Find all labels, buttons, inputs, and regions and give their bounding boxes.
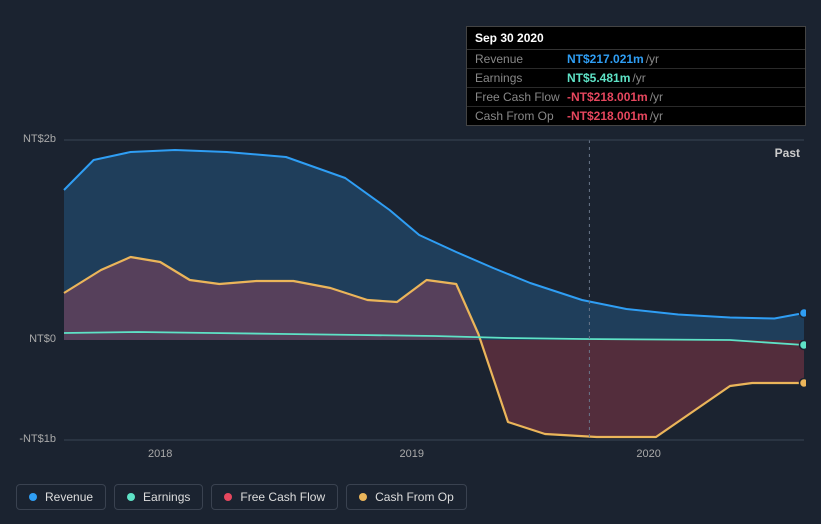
tooltip-row-unit: /yr xyxy=(650,90,663,104)
legend-dot-icon xyxy=(359,493,367,501)
tooltip-row-value: -NT$218.001m xyxy=(567,90,648,104)
tooltip-row-label: Revenue xyxy=(475,52,567,66)
past-label: Past xyxy=(775,146,800,160)
x-axis-label: 2019 xyxy=(400,448,424,460)
tooltip-row-unit: /yr xyxy=(646,52,659,66)
chart-tooltip: Sep 30 2020 RevenueNT$217.021m /yrEarnin… xyxy=(466,26,806,126)
legend-dot-icon xyxy=(224,493,232,501)
tooltip-row-value: NT$5.481m xyxy=(567,71,630,85)
series-fill-free_cash_flow xyxy=(64,257,804,437)
tooltip-row-label: Free Cash Flow xyxy=(475,90,567,104)
end-marker-earnings xyxy=(800,341,807,350)
end-marker-cash_from_op xyxy=(800,379,807,388)
tooltip-row-unit: /yr xyxy=(632,71,645,85)
tooltip-row-label: Earnings xyxy=(475,71,567,85)
legend-item-earnings[interactable]: Earnings xyxy=(114,484,203,510)
y-axis-label: NT$0 xyxy=(16,333,56,345)
legend-dot-icon xyxy=(127,493,135,501)
legend-item-label: Free Cash Flow xyxy=(240,490,325,504)
tooltip-date: Sep 30 2020 xyxy=(467,27,805,50)
tooltip-rows: RevenueNT$217.021m /yrEarningsNT$5.481m … xyxy=(467,50,805,125)
y-axis-label: NT$2b xyxy=(16,133,56,145)
legend-item-revenue[interactable]: Revenue xyxy=(16,484,106,510)
legend-item-label: Cash From Op xyxy=(375,490,454,504)
x-axis-label: 2020 xyxy=(636,448,660,460)
legend-item-free_cash_flow[interactable]: Free Cash Flow xyxy=(211,484,338,510)
x-axis-label: 2018 xyxy=(148,448,172,460)
legend-item-label: Earnings xyxy=(143,490,190,504)
financials-chart[interactable]: Past NT$2b NT$0 -NT$1b 2018 2019 2020 xyxy=(16,120,806,480)
tooltip-row-value: NT$217.021m xyxy=(567,52,644,66)
legend-item-label: Revenue xyxy=(45,490,93,504)
tooltip-row: EarningsNT$5.481m /yr xyxy=(467,69,805,88)
legend-dot-icon xyxy=(29,493,37,501)
chart-svg xyxy=(16,120,806,480)
tooltip-row: Free Cash Flow-NT$218.001m /yr xyxy=(467,88,805,107)
end-marker-revenue xyxy=(800,309,807,318)
y-axis-label: -NT$1b xyxy=(16,433,56,445)
legend-item-cash_from_op[interactable]: Cash From Op xyxy=(346,484,467,510)
chart-legend: Revenue Earnings Free Cash Flow Cash From O… xyxy=(16,484,467,510)
tooltip-row: RevenueNT$217.021m /yr xyxy=(467,50,805,69)
